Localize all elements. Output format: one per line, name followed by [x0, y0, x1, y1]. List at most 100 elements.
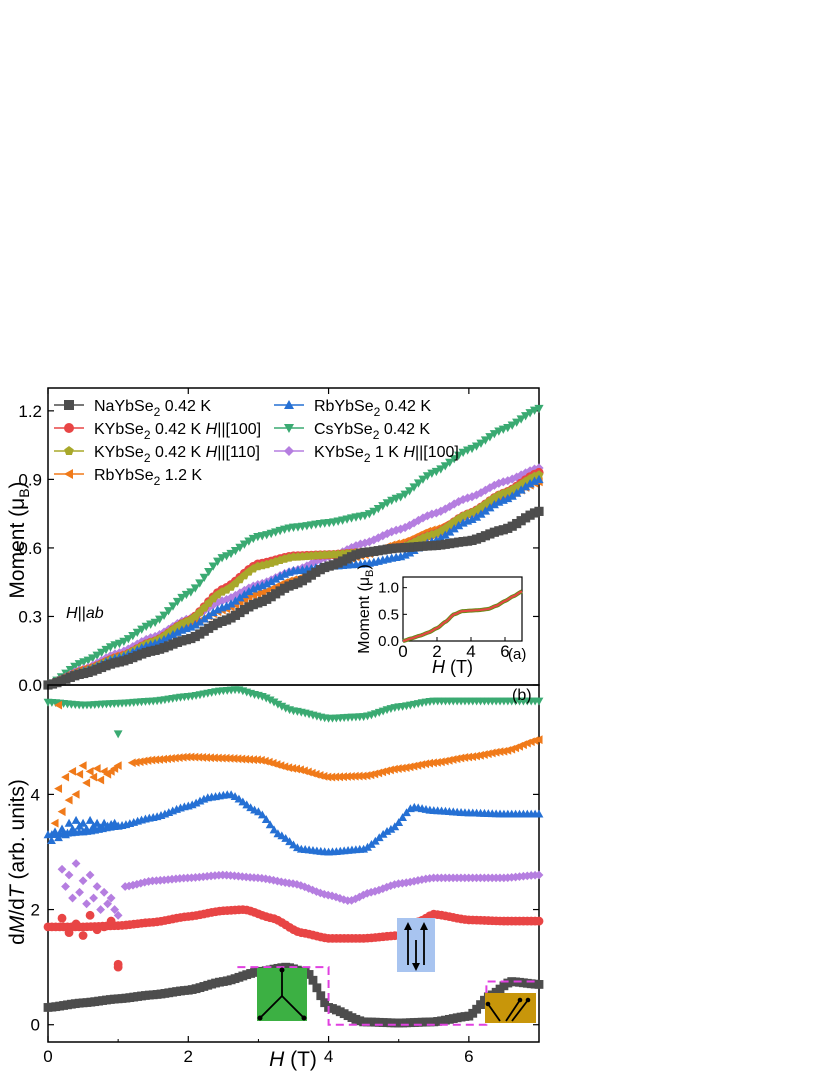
data-point [471, 512, 482, 521]
series-kybse2-0-42-k-h-100- [43, 905, 544, 943]
data-point [68, 893, 77, 903]
data-point [489, 500, 499, 509]
data-point [190, 584, 200, 593]
data-point [487, 748, 496, 758]
data-point [421, 759, 430, 769]
data-point [454, 521, 464, 530]
x-tick-label: 0 [43, 1047, 52, 1066]
data-point [485, 483, 495, 493]
data-point [213, 753, 222, 763]
data-point [92, 651, 102, 660]
data-point [364, 510, 374, 519]
series-naybse2-0-42-k [43, 506, 544, 690]
data-point [68, 766, 77, 776]
data-point [534, 506, 544, 516]
data-point [71, 919, 81, 929]
data-point [186, 752, 195, 762]
data-point [265, 696, 275, 705]
data-point [534, 735, 543, 745]
data-point [534, 916, 544, 926]
y-tick-label: 0 [31, 1016, 40, 1035]
data-point [413, 479, 424, 488]
data-point [57, 913, 67, 923]
data-point [261, 815, 271, 824]
data-point [390, 822, 400, 831]
data-point [154, 615, 165, 624]
data-point [378, 884, 388, 894]
data-point [516, 470, 526, 480]
data-point [480, 436, 491, 445]
data-point [204, 610, 214, 620]
data-point [190, 620, 200, 629]
data-point [320, 998, 330, 1008]
data-point [306, 559, 316, 569]
data-point [110, 905, 120, 914]
spin-arrow [281, 995, 305, 1019]
data-point [351, 541, 361, 551]
data-point [262, 579, 272, 588]
data-point [405, 762, 414, 772]
data-point [113, 910, 123, 920]
data-point [61, 882, 70, 891]
data-point [163, 607, 174, 616]
data-point [194, 752, 203, 762]
data-point [229, 754, 238, 763]
data-point [315, 771, 324, 780]
data-point [534, 470, 544, 479]
data-point [89, 893, 98, 903]
data-point [464, 752, 473, 762]
data-point [295, 765, 304, 775]
data-point [82, 899, 91, 909]
data-point [440, 756, 449, 766]
data-point [139, 756, 148, 766]
data-point [454, 451, 464, 460]
data-point [393, 764, 402, 773]
spin-arrow [259, 995, 283, 1019]
data-point [483, 749, 492, 759]
panel-b-x-ticks: 0 2 4 6 [43, 1036, 540, 1066]
data-point [235, 543, 245, 553]
data-point [82, 778, 91, 788]
series-rbybse2-0-42-k [43, 790, 544, 856]
data-point [331, 772, 340, 782]
data-point [96, 905, 106, 914]
data-point [174, 753, 183, 762]
panel-b-x-label: H (T) [269, 1048, 317, 1071]
data-point [96, 648, 107, 657]
legend-label: KYbSe2 0.42 K H||[110] [94, 444, 260, 465]
data-point [397, 763, 406, 773]
data-point [398, 813, 408, 822]
data-point [507, 491, 517, 500]
data-point [113, 821, 123, 830]
data-point [354, 771, 363, 781]
data-point [460, 753, 469, 762]
data-point [489, 480, 499, 490]
data-point [221, 552, 232, 561]
data-point [467, 492, 477, 502]
data-point [495, 747, 504, 757]
data-point [374, 768, 383, 778]
spin-arrow [511, 999, 529, 1022]
data-point [275, 571, 285, 581]
data-point [225, 753, 234, 763]
inset-x-tick-label: 6 [500, 642, 509, 661]
data-point [373, 504, 383, 514]
data-point [480, 485, 491, 495]
data-point [103, 899, 113, 909]
data-point [485, 433, 495, 442]
x-tick-label: 2 [184, 1047, 193, 1066]
data-point [512, 488, 522, 497]
data-point [88, 654, 98, 663]
data-point [230, 546, 241, 556]
data-point [360, 538, 370, 548]
data-point [159, 634, 169, 644]
inset-y-label: Moment (μB) [356, 564, 376, 653]
data-point [391, 525, 401, 535]
panel-b-label: (b) [512, 687, 532, 704]
data-point [369, 535, 379, 545]
data-point [64, 870, 74, 880]
arrow-head [279, 967, 285, 973]
data-point [507, 421, 517, 430]
data-point [266, 576, 276, 586]
data-point [512, 472, 522, 482]
